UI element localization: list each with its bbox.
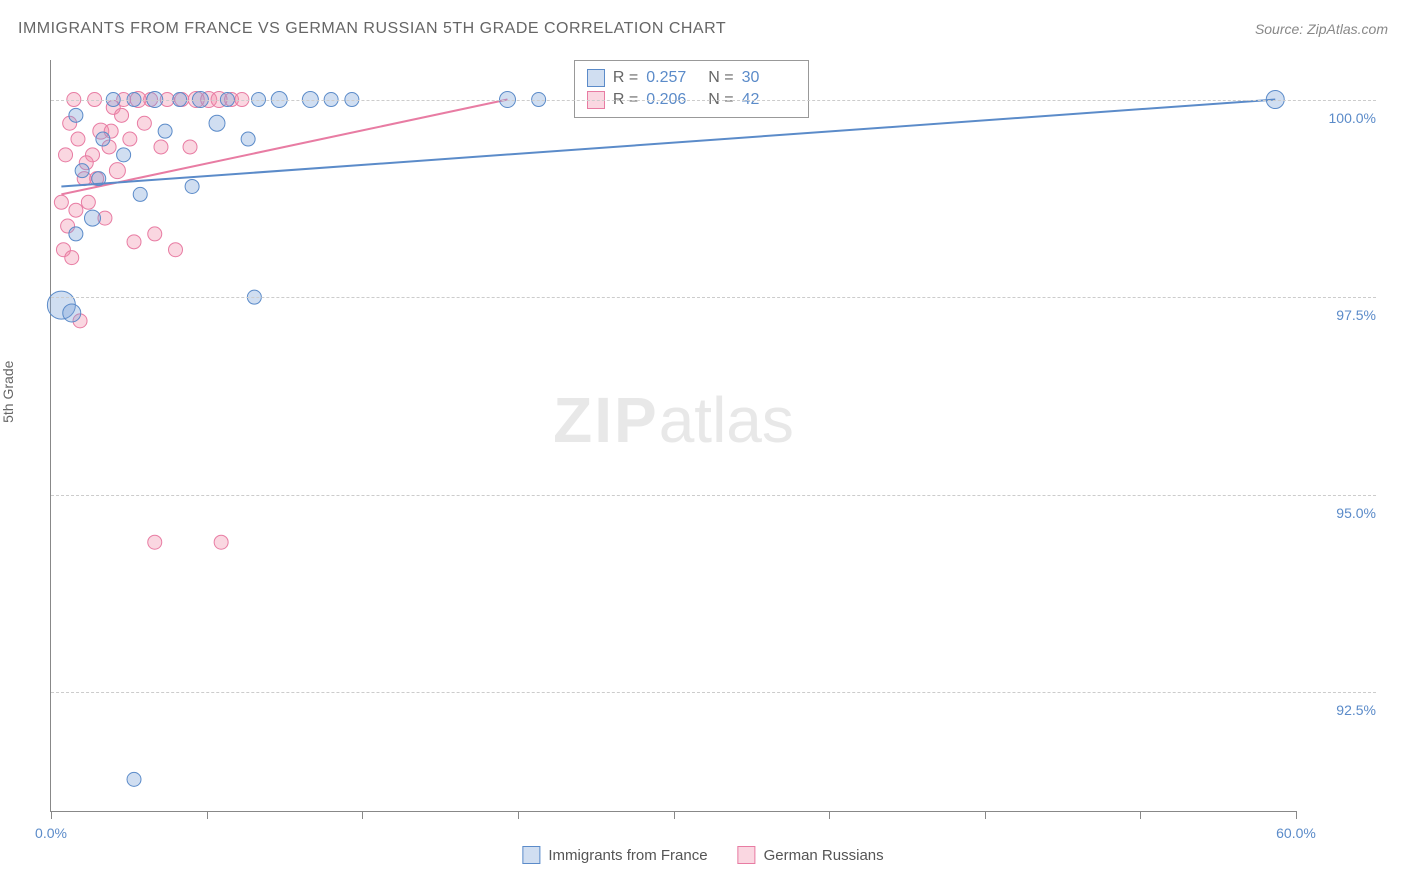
bottom-legend: Immigrants from France German Russians — [522, 846, 883, 864]
data-point — [71, 132, 85, 146]
data-point — [127, 772, 141, 786]
data-point — [63, 304, 81, 322]
x-tick — [1296, 811, 1297, 819]
data-point — [115, 108, 129, 122]
data-point — [137, 116, 151, 130]
legend-item-france: Immigrants from France — [522, 846, 707, 864]
n-label-france: N = — [708, 69, 733, 87]
data-point — [65, 251, 79, 265]
data-point — [59, 148, 73, 162]
y-tick-label: 100.0% — [1306, 110, 1376, 126]
data-point — [96, 132, 110, 146]
gridline — [51, 495, 1376, 496]
data-point — [133, 187, 147, 201]
source-label: Source: ZipAtlas.com — [1255, 21, 1388, 37]
legend-swatch-german — [738, 846, 756, 864]
data-point — [241, 132, 255, 146]
stats-row-france: R = 0.257 N = 30 — [587, 67, 796, 89]
data-point — [54, 195, 68, 209]
gridline — [51, 100, 1376, 101]
data-point — [81, 195, 95, 209]
stats-legend: R = 0.257 N = 30 R = 0.206 N = 42 — [574, 60, 809, 118]
x-tick-label: 60.0% — [1276, 825, 1316, 841]
x-tick — [51, 811, 52, 819]
data-point — [109, 163, 125, 179]
data-point — [148, 535, 162, 549]
data-point — [209, 115, 225, 131]
data-point — [85, 210, 101, 226]
data-point — [127, 235, 141, 249]
swatch-france — [587, 69, 605, 87]
legend-label-france: Immigrants from France — [548, 847, 707, 864]
r-value-france: 0.257 — [646, 69, 700, 87]
data-point — [148, 227, 162, 241]
y-tick-label: 92.5% — [1306, 702, 1376, 718]
n-value-france: 30 — [742, 69, 796, 87]
scatter-plot — [51, 60, 1296, 811]
r-label-france: R = — [613, 69, 638, 87]
data-point — [123, 132, 137, 146]
data-point — [117, 148, 131, 162]
data-point — [214, 535, 228, 549]
x-tick — [518, 811, 519, 819]
y-tick-label: 95.0% — [1306, 505, 1376, 521]
data-point — [75, 164, 89, 178]
legend-label-german: German Russians — [764, 847, 884, 864]
y-axis-title: 5th Grade — [0, 361, 16, 423]
data-point — [183, 140, 197, 154]
gridline — [51, 297, 1376, 298]
x-tick-label: 0.0% — [35, 825, 67, 841]
data-point — [169, 243, 183, 257]
y-tick-label: 97.5% — [1306, 307, 1376, 323]
data-point — [69, 227, 83, 241]
chart-area: ZIPatlas R = 0.257 N = 30 R = 0.206 N = … — [50, 60, 1296, 812]
x-tick — [1140, 811, 1141, 819]
x-tick — [362, 811, 363, 819]
x-tick — [674, 811, 675, 819]
data-point — [69, 108, 83, 122]
data-point — [185, 179, 199, 193]
x-tick — [985, 811, 986, 819]
legend-item-german: German Russians — [738, 846, 884, 864]
x-tick — [207, 811, 208, 819]
legend-swatch-france — [522, 846, 540, 864]
data-point — [158, 124, 172, 138]
data-point — [69, 203, 83, 217]
gridline — [51, 692, 1376, 693]
data-point — [154, 140, 168, 154]
x-tick — [829, 811, 830, 819]
chart-title: IMMIGRANTS FROM FRANCE VS GERMAN RUSSIAN… — [18, 20, 726, 38]
